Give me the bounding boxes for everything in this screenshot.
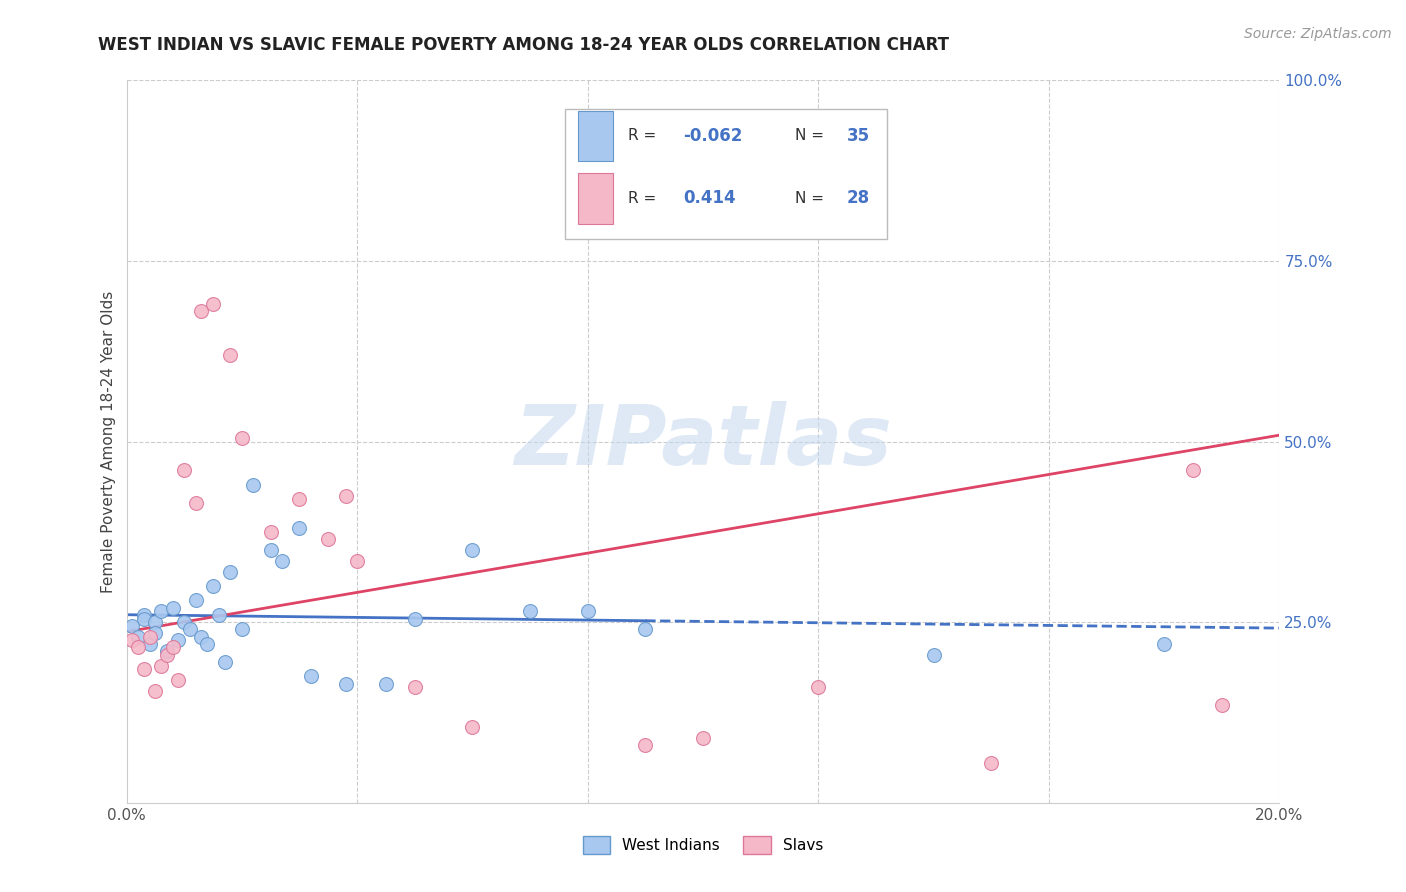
Point	[461, 720, 484, 734]
Text: WEST INDIAN VS SLAVIC FEMALE POVERTY AMONG 18-24 YEAR OLDS CORRELATION CHART: WEST INDIAN VS SLAVIC FEMALE POVERTY AMO…	[98, 36, 949, 54]
Point	[288, 492, 311, 507]
Point	[145, 626, 166, 640]
Point	[219, 348, 242, 362]
Point	[231, 431, 253, 445]
Point	[335, 676, 357, 690]
Point	[145, 683, 166, 698]
Point	[121, 619, 143, 633]
Point	[127, 630, 149, 644]
Point	[121, 633, 143, 648]
Point	[190, 630, 212, 644]
Point	[922, 648, 945, 662]
Point	[202, 579, 225, 593]
Point	[173, 463, 195, 477]
Point	[404, 680, 426, 694]
Point	[156, 644, 179, 658]
Point	[202, 297, 225, 311]
Point	[138, 630, 160, 644]
Point	[208, 607, 231, 622]
Point	[132, 662, 155, 676]
Point	[259, 542, 281, 557]
Point	[299, 669, 322, 683]
Text: R =: R =	[628, 128, 661, 144]
Point	[231, 623, 253, 637]
Point	[214, 655, 236, 669]
Point	[374, 676, 398, 690]
Point	[346, 554, 368, 568]
Point	[184, 496, 207, 510]
Point	[167, 633, 190, 648]
Point	[461, 542, 484, 557]
Point	[162, 640, 184, 655]
FancyBboxPatch shape	[565, 109, 887, 239]
Point	[980, 756, 1002, 770]
Point	[167, 673, 190, 687]
Legend: West Indians, Slavs: West Indians, Slavs	[576, 830, 830, 860]
Text: 28: 28	[846, 189, 870, 207]
Point	[288, 521, 311, 535]
Point	[318, 532, 340, 546]
Point	[242, 478, 264, 492]
Point	[692, 731, 714, 745]
Text: -0.062: -0.062	[683, 127, 742, 145]
Point	[807, 680, 830, 694]
Point	[179, 623, 201, 637]
Point	[219, 565, 242, 579]
Point	[195, 637, 218, 651]
Point	[138, 637, 160, 651]
Text: N =: N =	[796, 191, 830, 206]
Point	[184, 593, 207, 607]
Text: 35: 35	[846, 127, 870, 145]
Point	[1211, 698, 1233, 713]
Point	[150, 658, 173, 673]
Point	[519, 604, 541, 618]
Y-axis label: Female Poverty Among 18-24 Year Olds: Female Poverty Among 18-24 Year Olds	[101, 291, 117, 592]
Text: R =: R =	[628, 191, 661, 206]
Point	[259, 524, 281, 539]
Point	[634, 738, 657, 752]
Point	[634, 623, 657, 637]
Point	[1153, 637, 1175, 651]
Point	[132, 607, 155, 622]
Point	[127, 640, 149, 655]
Point	[404, 611, 426, 625]
Point	[132, 611, 155, 625]
Text: ZIPatlas: ZIPatlas	[515, 401, 891, 482]
Point	[271, 554, 294, 568]
Point	[1181, 463, 1204, 477]
Point	[156, 648, 179, 662]
Text: N =: N =	[796, 128, 830, 144]
Point	[335, 489, 357, 503]
Point	[162, 600, 184, 615]
Point	[190, 304, 212, 318]
Point	[173, 615, 195, 630]
Text: Source: ZipAtlas.com: Source: ZipAtlas.com	[1244, 27, 1392, 41]
FancyBboxPatch shape	[578, 111, 613, 161]
Text: 0.414: 0.414	[683, 189, 735, 207]
Point	[150, 604, 173, 618]
FancyBboxPatch shape	[578, 173, 613, 224]
Point	[145, 615, 166, 630]
Point	[576, 604, 599, 618]
